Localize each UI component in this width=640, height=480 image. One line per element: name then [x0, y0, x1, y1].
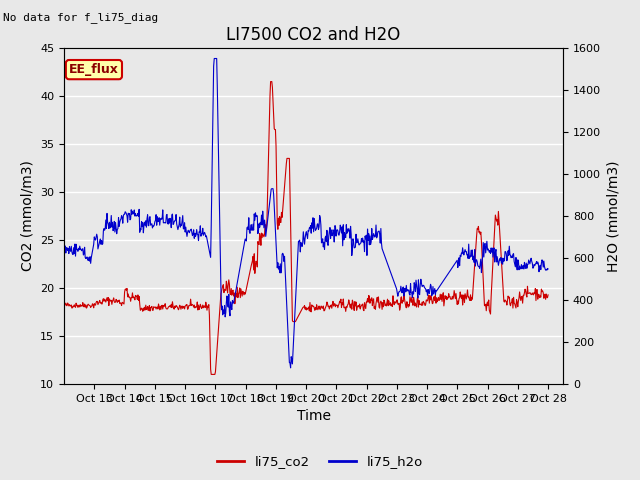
Title: LI7500 CO2 and H2O: LI7500 CO2 and H2O	[227, 25, 401, 44]
Legend: li75_co2, li75_h2o: li75_co2, li75_h2o	[212, 450, 428, 473]
Y-axis label: CO2 (mmol/m3): CO2 (mmol/m3)	[20, 161, 35, 271]
Y-axis label: H2O (mmol/m3): H2O (mmol/m3)	[607, 160, 621, 272]
Text: EE_flux: EE_flux	[69, 63, 119, 76]
Text: No data for f_li75_diag: No data for f_li75_diag	[3, 12, 159, 23]
X-axis label: Time: Time	[296, 409, 331, 423]
